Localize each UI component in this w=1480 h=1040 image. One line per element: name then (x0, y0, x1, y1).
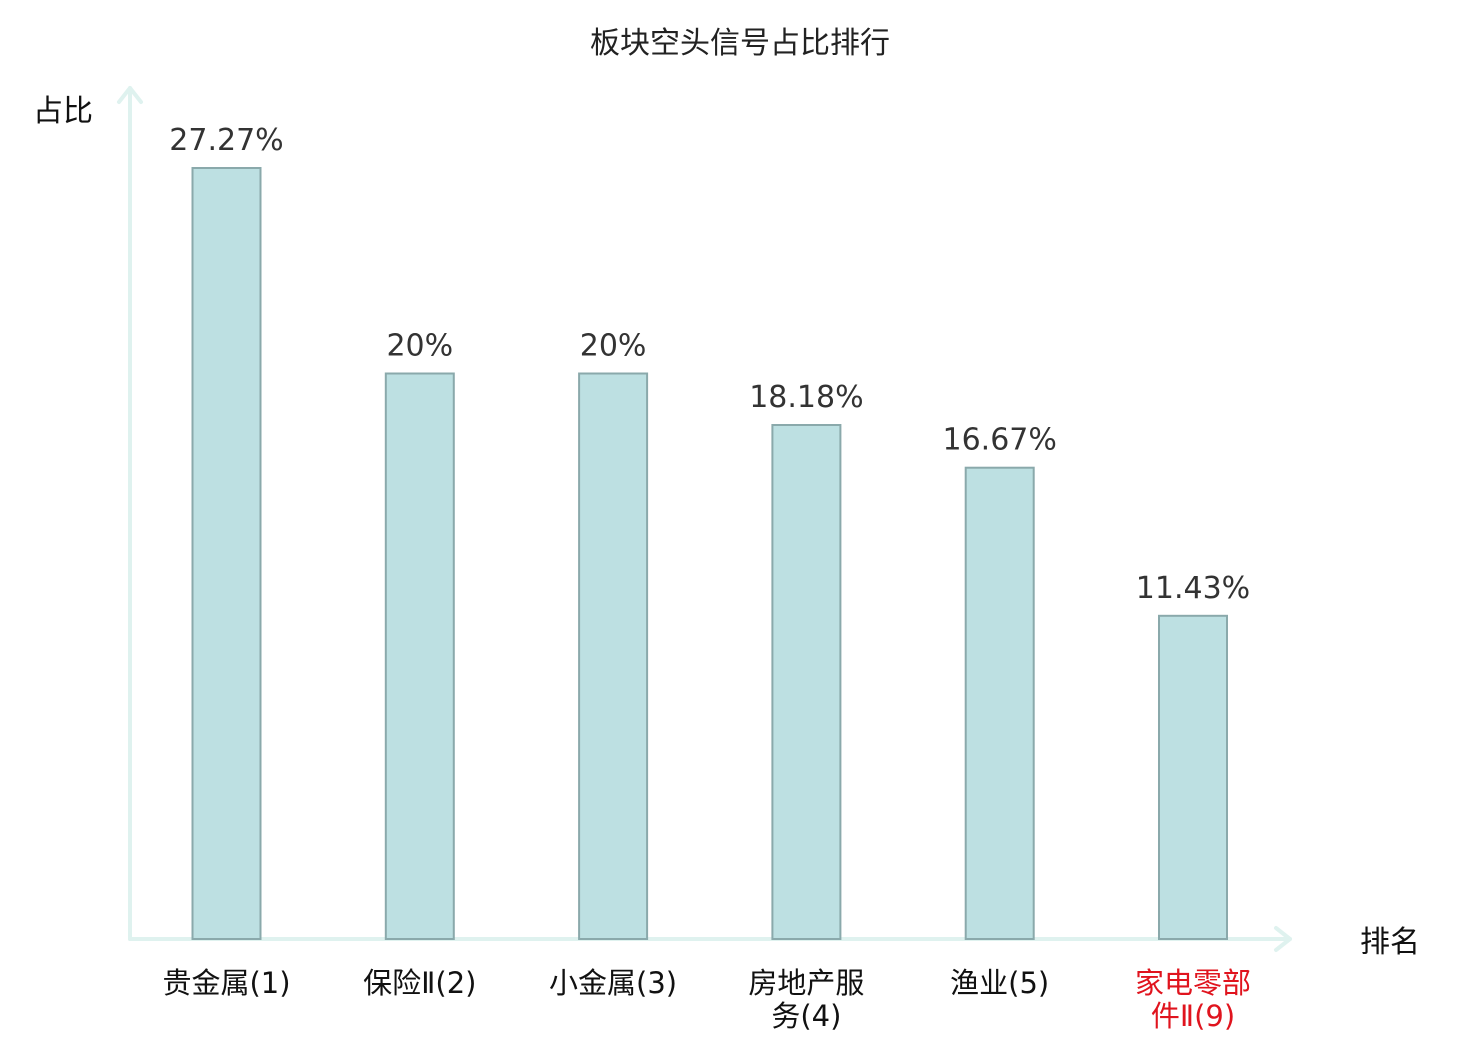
bar (191, 167, 262, 940)
category-label: 渔业(5) (950, 966, 1049, 1000)
bar-value-label: 27.27% (169, 123, 283, 158)
category-label-line: 家电零部 (1135, 966, 1251, 1000)
category-label: 房地产服务(4) (748, 966, 864, 1033)
bar-value-label: 18.18% (749, 380, 863, 415)
bar (384, 372, 455, 940)
x-axis-arrow (1274, 926, 1292, 952)
category-label-line: 保险Ⅱ(2) (363, 966, 476, 1000)
category-label: 保险Ⅱ(2) (363, 966, 476, 1000)
category-label-line: 贵金属(1) (162, 966, 290, 1000)
y-axis-label: 占比 (33, 94, 93, 129)
category-label: 贵金属(1) (162, 966, 290, 1000)
bar-value-label: 16.67% (943, 423, 1057, 458)
bar-value-label: 20% (386, 329, 453, 364)
axes (117, 86, 1292, 952)
y-axis-arrow (117, 86, 143, 104)
category-label-line: 小金属(3) (549, 966, 677, 1000)
x-axis-label: 排名 (1360, 925, 1420, 960)
category-label-line: 务(4) (771, 999, 841, 1033)
bar (964, 466, 1035, 940)
bar (578, 372, 649, 940)
category-label-line: 件Ⅱ(9) (1151, 999, 1235, 1033)
bar-group (191, 167, 1228, 940)
bar-value-label: 20% (580, 329, 647, 364)
category-label: 小金属(3) (549, 966, 677, 1000)
bar (1158, 614, 1228, 940)
chart-title: 板块空头信号占比排行 (590, 26, 890, 61)
category-label-highlighted: 家电零部件Ⅱ(9) (1135, 966, 1251, 1033)
bar-value-label: 11.43% (1136, 571, 1250, 606)
category-label-line: 渔业(5) (950, 966, 1049, 1000)
bar (771, 424, 842, 940)
value-label-group: 27.27% 20% 20% 18.18% 16.67% 11.43% (169, 123, 1250, 606)
category-label-group: 贵金属(1) 保险Ⅱ(2) 小金属(3) 房地产服务(4) 渔业(5) 家电零部件Ⅱ(9) (162, 966, 1251, 1033)
category-label-line: 房地产服 (748, 966, 864, 1000)
